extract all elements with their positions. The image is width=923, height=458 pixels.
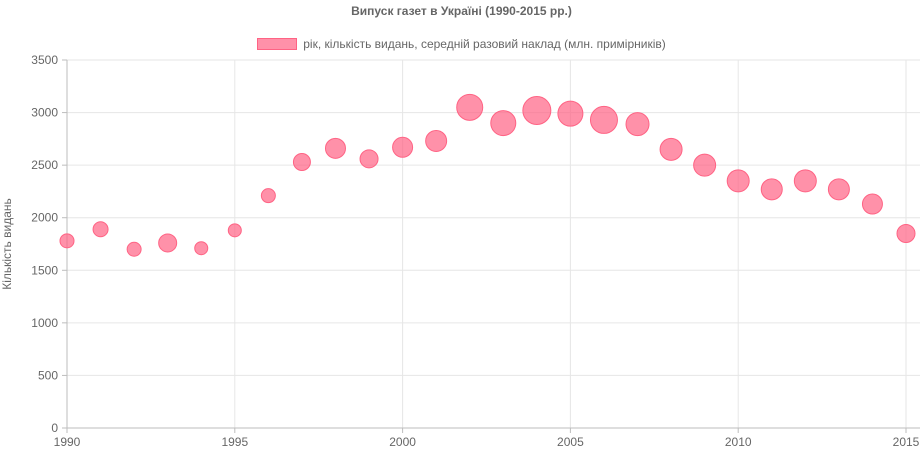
y-tick-label: 0 (51, 421, 58, 435)
bubble-point (693, 153, 717, 177)
y-tick-label: 2500 (31, 158, 58, 172)
bubble-point (589, 105, 618, 134)
bubble-point (392, 136, 414, 158)
bubble-point (227, 223, 242, 238)
bubble-point (861, 193, 883, 215)
bubble-point (92, 221, 109, 238)
bubble-point (194, 241, 209, 256)
y-tick-label: 3000 (31, 106, 58, 120)
bubble-point (59, 233, 75, 249)
bubble-point (126, 241, 142, 257)
bubble-point (726, 169, 750, 193)
bubble-point (324, 137, 346, 159)
bubble-point (425, 129, 448, 152)
y-tick-label: 500 (38, 368, 58, 382)
bubble-point (793, 169, 817, 193)
bubble-point (760, 178, 783, 201)
bubble-point (625, 112, 650, 137)
y-tick-label: 3500 (31, 53, 58, 67)
x-tick-label: 2000 (389, 435, 416, 449)
bubble-point (522, 95, 552, 125)
bubble-point (359, 149, 379, 169)
x-tick-label: 2015 (893, 435, 920, 449)
x-tick-label: 1990 (54, 435, 81, 449)
bubble-point (557, 100, 584, 127)
bubble-point (260, 188, 276, 204)
legend[interactable]: рік, кількість видань, середній разовий … (0, 37, 923, 51)
bubble-point (292, 152, 311, 171)
bubble-point (896, 223, 916, 243)
legend-swatch[interactable] (257, 38, 298, 50)
bubble-point (490, 110, 517, 137)
x-tick-label: 2010 (725, 435, 752, 449)
x-tick-label: 2005 (557, 435, 584, 449)
x-tick-label: 1995 (221, 435, 248, 449)
y-axis-title: Кількість видань (0, 198, 14, 290)
bubble-point (158, 233, 178, 253)
bubble-point (456, 93, 484, 121)
y-tick-label: 2000 (31, 211, 58, 225)
y-tick-label: 1000 (31, 316, 58, 330)
chart-title: Випуск газет в Україні (1990-2015 рр.) (351, 4, 572, 18)
legend-label[interactable]: рік, кількість видань, середній разовий … (303, 37, 666, 51)
y-tick-label: 1500 (31, 263, 58, 277)
bubble-point (827, 178, 850, 201)
bubble-point (659, 137, 683, 161)
